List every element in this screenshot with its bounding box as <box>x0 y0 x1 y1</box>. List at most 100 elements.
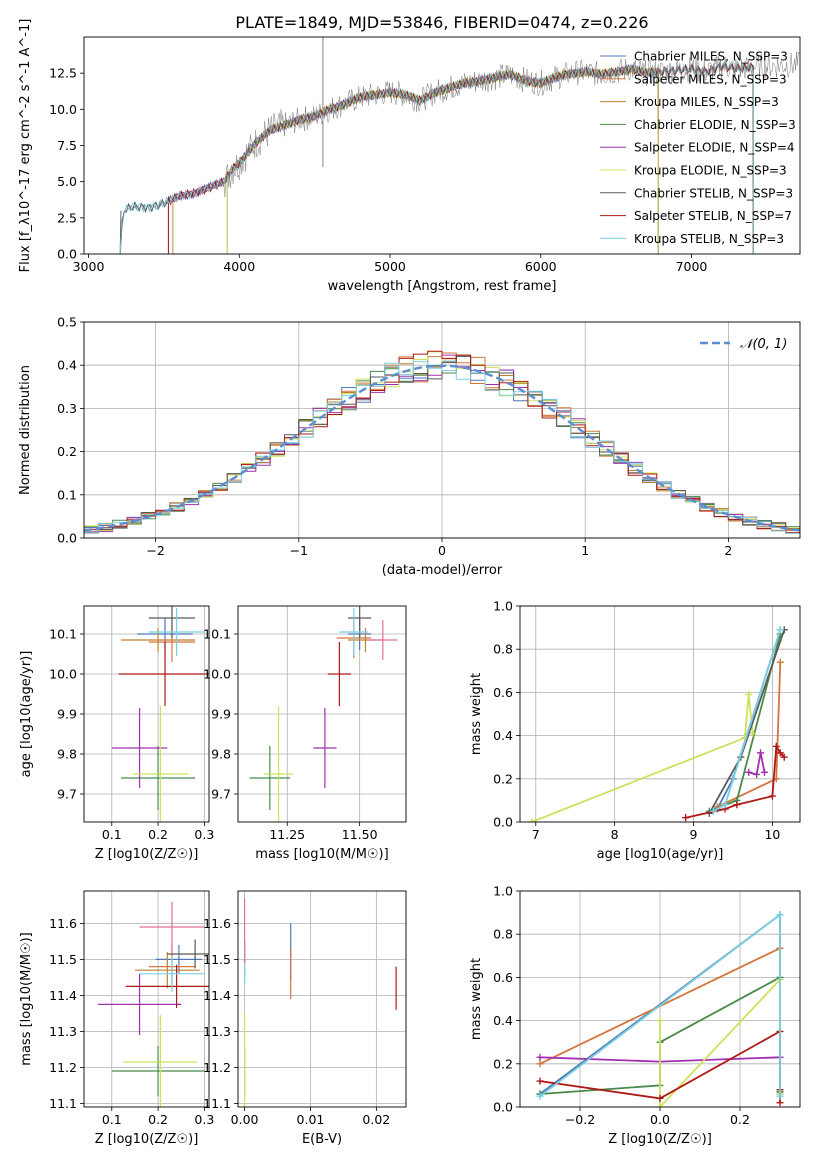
panel-age-mass: 11.25 11.50 9.7 9.8 9.9 10.0 10.1 mass [log10(M… <box>203 605 407 862</box>
y-tick-label: 0.4 <box>57 358 77 373</box>
x-axis-label: mass [log10(M/M☉)] <box>255 847 388 862</box>
legend-label: Chabrier MILES, N_SSP=3 <box>634 50 788 64</box>
x-tick-label: 0.1 <box>102 1112 122 1127</box>
y-tick-label: 0.0 <box>57 247 77 262</box>
figure-title: PLATE=1849, MJD=53846, FIBERID=0474, z=0… <box>235 13 648 32</box>
y-tick-label: 11.2 <box>203 1060 231 1075</box>
weight-marker <box>536 1060 544 1068</box>
plot-area <box>249 606 398 822</box>
y-tick-label: 11.5 <box>49 952 77 967</box>
x-tick-label: −2 <box>146 543 164 558</box>
residual-histogram-8 <box>84 361 800 534</box>
x-tick-label: 0.01 <box>297 1112 325 1127</box>
panel-spectrum: 3000 4000 5000 6000 7000 0.0 2.5 5.0 7.5 10.0 12.5… <box>18 19 801 294</box>
x-tick-label: 5000 <box>374 259 406 274</box>
y-tick-label: 0.8 <box>493 927 513 942</box>
y-axis-label: Normed distribution <box>18 365 33 495</box>
x-axis-label: (data-model)/error <box>382 563 503 578</box>
legend-label: Chabrier ELODIE, N_SSP=3 <box>634 118 796 132</box>
panels: 3000 4000 5000 6000 70000.02.55.07.510.012.5… <box>18 19 801 1147</box>
x-tick-label: 7 <box>532 827 540 842</box>
weight-marker <box>745 768 753 776</box>
weight-marker <box>768 792 776 800</box>
y-axis-label: mass [log10(M/M☉)] <box>19 932 34 1065</box>
weight-marker <box>776 626 784 634</box>
x-tick-label: 0.3 <box>194 827 214 842</box>
x-tick-label: 0.0 <box>650 1112 670 1127</box>
model-curve-2 <box>172 63 659 254</box>
y-tick-label: 9.8 <box>57 747 77 762</box>
plot-frame <box>83 36 801 255</box>
x-tick-label: 2 <box>724 543 732 558</box>
legend-label: Salpeter MILES, N_SSP=3 <box>634 72 787 86</box>
weight-line <box>531 694 754 822</box>
x-tick-label: 11.50 <box>342 827 378 842</box>
weight-marker <box>776 1092 784 1100</box>
x-tick-label: 11.25 <box>269 827 305 842</box>
y-tick-label: 9.9 <box>211 707 231 722</box>
weight-marker <box>656 1017 664 1025</box>
x-axis-label: Z [log10(Z/Z☉)] <box>95 1132 199 1147</box>
weight-marker <box>536 1077 544 1085</box>
weight-marker <box>536 1053 544 1061</box>
x-tick-label: 0.2 <box>730 1112 750 1127</box>
legend-label: 𝒩(0, 1) <box>740 337 787 352</box>
weight-marker <box>733 801 741 809</box>
panel-mass-Z: 0.1 0.2 0.3 11.1 11.2 11.3 11.4 11.5 11.6 Z [log1… <box>19 890 214 1147</box>
y-axis-label: mass weight <box>469 958 484 1040</box>
y-tick-label: 0.2 <box>493 771 513 786</box>
weight-marker <box>749 729 757 737</box>
plot-area <box>111 606 209 822</box>
y-tick-label: 9.7 <box>211 787 231 802</box>
legend-label: Chabrier STELIB, N_SSP=3 <box>634 186 793 200</box>
y-tick-label: 7.5 <box>57 138 77 153</box>
y-tick-label: 0.6 <box>493 685 513 700</box>
y-tick-label: 11.3 <box>49 1024 77 1039</box>
y-tick-label: 0.3 <box>57 401 77 416</box>
x-axis-label: Z [log10(Z/Z☉)] <box>608 1132 712 1147</box>
y-tick-label: 0.2 <box>57 444 77 459</box>
x-tick-label: 7000 <box>676 259 708 274</box>
legend-label: Salpeter ELODIE, N_SSP=4 <box>634 141 795 155</box>
x-tick-label: 4000 <box>223 259 255 274</box>
plot-area <box>243 898 397 1107</box>
legend-label: Salpeter STELIB, N_SSP=7 <box>634 209 792 223</box>
y-axis-label: age [log10(age/yr)] <box>19 651 34 778</box>
x-tick-label: 0.3 <box>194 1112 214 1127</box>
weight-marker <box>776 749 784 757</box>
plot-area <box>528 626 788 822</box>
y-tick-label: 9.9 <box>57 707 77 722</box>
x-tick-label: 0.2 <box>148 827 168 842</box>
weight-marker <box>745 691 753 699</box>
y-tick-label: 11.4 <box>49 988 77 1003</box>
y-tick-label: 5.0 <box>57 174 77 189</box>
plot-frame <box>237 605 407 823</box>
x-tick-label: 6000 <box>525 259 557 274</box>
legend: Chabrier MILES, N_SSP=3 Salpeter MILES, N… <box>600 50 796 246</box>
x-tick-label: −0.2 <box>565 1112 595 1127</box>
panel-age-Z: 0.1 0.2 0.3 9.7 9.8 9.9 10.0 10.1 Z [log10(Z/Z☉)… <box>19 605 214 862</box>
x-axis-label: age [log10(age/yr)] <box>597 847 724 862</box>
panel-mass-EBV: 0.00 0.01 0.02 11.1 11.2 11.3 11.4 11.5 11.6 E(B-… <box>203 890 407 1147</box>
plot-area <box>97 901 209 1107</box>
y-tick-label: 12.5 <box>49 66 77 81</box>
y-tick-label: 0.6 <box>493 970 513 985</box>
y-tick-label: 11.5 <box>203 952 231 967</box>
y-tick-label: 0.2 <box>493 1056 513 1071</box>
weight-marker <box>753 770 761 778</box>
weight-marker <box>656 1103 664 1107</box>
weight-marker <box>772 742 780 750</box>
x-axis-label: wavelength [Angstrom, rest frame] <box>328 279 557 294</box>
plot-frame <box>83 321 801 539</box>
weight-marker <box>776 1099 784 1107</box>
weight-marker <box>721 801 729 809</box>
legend-label: Kroupa ELODIE, N_SSP=3 <box>634 164 787 178</box>
weight-marker <box>528 818 536 822</box>
weight-marker <box>761 768 769 776</box>
weight-marker <box>780 753 788 761</box>
y-tick-label: 11.6 <box>49 916 77 931</box>
x-tick-label: 10 <box>764 827 780 842</box>
plot-frame <box>519 890 801 1108</box>
normal-reference-curve <box>84 364 800 532</box>
